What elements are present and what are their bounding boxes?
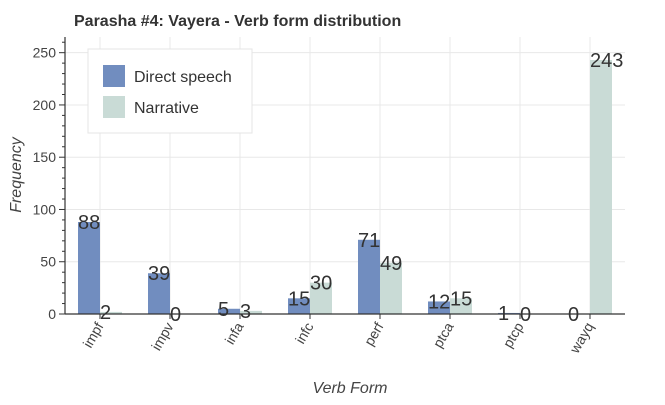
data-label-direct-speech-impv: 39	[148, 263, 170, 285]
data-label-direct-speech-impf: 88	[78, 212, 100, 234]
y-tick-label-200: 200	[33, 97, 57, 113]
data-label-narrative-perf: 49	[380, 253, 402, 275]
data-label-narrative-infc: 30	[310, 273, 332, 295]
bar-narrative-wayq	[590, 59, 612, 314]
x-tick-label-perf: perf	[361, 319, 387, 348]
data-label-narrative-ptca: 15	[450, 288, 472, 310]
legend-label-direct-speech: Direct speech	[134, 69, 232, 86]
data-label-direct-speech-ptcp: 1	[498, 303, 509, 325]
x-tick-label-infa: infa	[221, 319, 246, 347]
y-axis-label: Frequency	[8, 136, 25, 213]
legend-swatch-direct-speech	[103, 65, 125, 87]
x-axis-label: Verb Form	[313, 380, 388, 397]
bar-direct-speech-perf	[358, 239, 380, 314]
bar-direct-speech-ptca	[428, 301, 450, 314]
grid	[65, 37, 625, 315]
data-label-direct-speech-infc: 15	[288, 288, 310, 310]
legend-box	[87, 48, 253, 134]
legend: Direct speech Narrative	[87, 48, 253, 134]
x-tick-label-ptca: ptca	[430, 319, 457, 350]
data-label-direct-speech-perf: 71	[358, 230, 380, 252]
bar-narrative-perf	[380, 262, 402, 314]
data-label-narrative-impf: 2	[100, 302, 111, 324]
y-tick-label-100: 100	[33, 201, 57, 217]
data-label-narrative-impv: 0	[170, 304, 181, 326]
bar-direct-speech-infa	[218, 308, 240, 314]
x-tick-label-infc: infc	[292, 320, 317, 347]
bar-direct-speech-impf	[78, 222, 100, 314]
x-tick-label-impf: impf	[80, 319, 107, 350]
chart-title: Parasha #4: Vayera - Verb form distribut…	[74, 13, 401, 30]
bar-narrative-impf	[100, 311, 122, 314]
y-tick-label-0: 0	[48, 306, 56, 322]
bar-direct-speech-infc	[288, 298, 310, 314]
bar-narrative-infa	[240, 310, 262, 314]
data-label-narrative-infa: 3	[240, 301, 251, 323]
data-label-direct-speech-ptca: 12	[428, 291, 450, 313]
legend-label-narrative: Narrative	[134, 100, 199, 117]
data-label-narrative-wayq: 243	[590, 50, 623, 72]
y-tick-label-50: 50	[40, 254, 56, 270]
data-label-narrative-ptcp: 0	[520, 304, 531, 326]
bar-direct-speech-impv	[148, 273, 170, 314]
bar-narrative-infc	[310, 282, 332, 314]
y-tick-label-150: 150	[33, 149, 57, 165]
bar-narrative-ptca	[450, 298, 472, 314]
data-label-direct-speech-infa: 5	[218, 299, 229, 321]
y-tick-label-250: 250	[33, 45, 57, 61]
legend-swatch-narrative	[103, 96, 125, 118]
data-label-direct-speech-wayq: 0	[568, 304, 579, 326]
